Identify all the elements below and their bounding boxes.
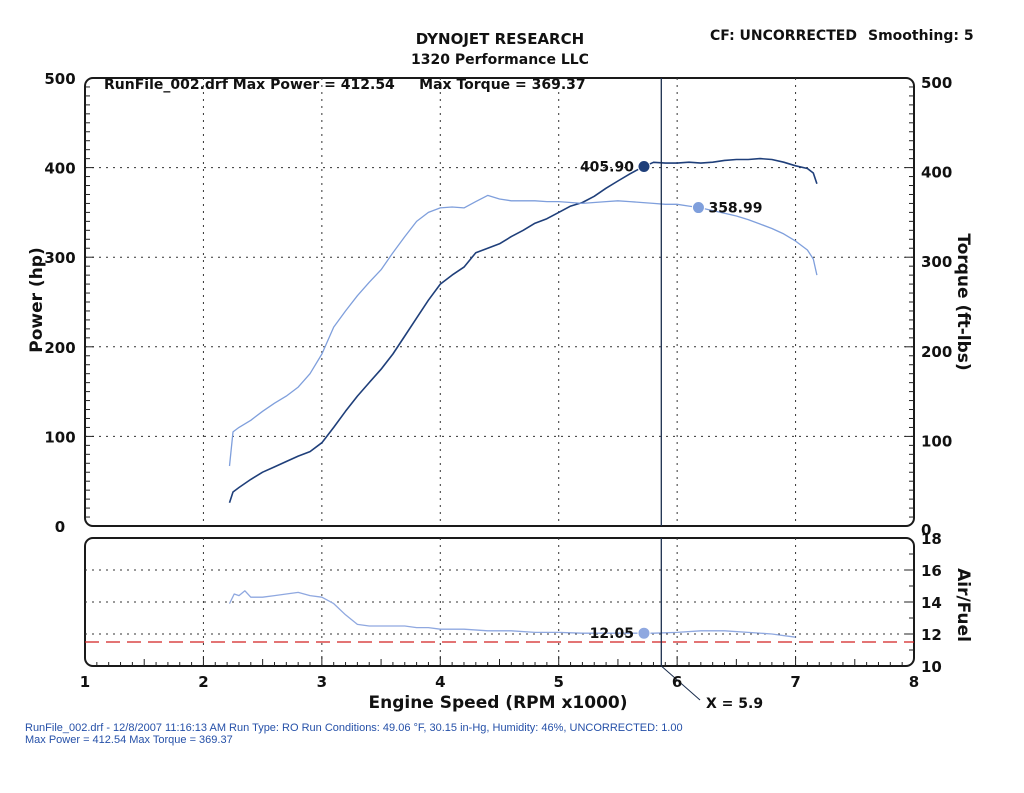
- power-axis-label: Power (hp): [27, 247, 47, 353]
- air-fuel-series: 12.05: [85, 590, 914, 643]
- power-torque-minor-ticks: [85, 86, 914, 518]
- power-torque-panel: RunFile_002.drf Max Power = 412.54 Max T…: [27, 70, 973, 539]
- power-marker-value: 405.90: [580, 160, 634, 176]
- rpm-axis-label: Engine Speed (RPM x1000): [368, 693, 627, 713]
- torque-tick-label: 300: [921, 253, 952, 271]
- power-y-tick-labels: 0 100 200 300 400 500: [44, 70, 75, 536]
- rpm-x-tick-labels: 1 2 3 4 5 6 7 8: [80, 673, 919, 691]
- cursor-leader-line: [660, 665, 701, 701]
- air-fuel-tick-label: 14: [921, 594, 942, 612]
- power-torque-frame: [84, 77, 915, 527]
- air-fuel-tick-label: 16: [921, 562, 942, 580]
- air-fuel-tick-label: 18: [921, 530, 942, 548]
- torque-tick-label: 200: [921, 343, 952, 361]
- footer-max-values: Max Power = 412.54 Max Torque = 369.37: [25, 734, 233, 746]
- rpm-tick-label: 7: [790, 673, 800, 691]
- cf-label: CF: UNCORRECTED: [710, 28, 857, 44]
- footer-run-info: RunFile_002.drf - 12/8/2007 11:16:13 AM …: [25, 722, 683, 734]
- torque-marker-point: [691, 201, 705, 215]
- power-series-line: [228, 157, 818, 503]
- power-tick-label: 200: [44, 339, 75, 357]
- air-fuel-tick-label: 12: [921, 626, 942, 644]
- rpm-tick-label: 3: [317, 673, 327, 691]
- cursor-marker: [660, 78, 701, 701]
- shop-subtitle: 1320 Performance LLC: [411, 52, 589, 68]
- air-fuel-series-line: [228, 590, 796, 638]
- rpm-tick-label: 1: [80, 673, 90, 691]
- air-fuel-minor-ticks: [96, 553, 914, 666]
- air-fuel-tick-label: 10: [921, 658, 942, 676]
- air-fuel-axis-label: Air/Fuel: [953, 568, 973, 642]
- smoothing-label: Smoothing: 5: [868, 28, 974, 44]
- cursor-readout: X = 5.9: [706, 696, 763, 712]
- air-fuel-panel: 12.05 10 12 14 16 18 Air/Fuel: [84, 530, 973, 676]
- power-torque-grid: [85, 78, 914, 526]
- power-tick-label: 400: [44, 160, 75, 178]
- torque-series-line: [228, 194, 818, 467]
- torque-tick-label: 500: [921, 74, 952, 92]
- power-tick-label: 500: [44, 70, 75, 88]
- power-tick-label: 0: [55, 518, 65, 536]
- torque-y-tick-labels: 0 100 200 300 400 500: [921, 74, 952, 539]
- torque-axis-label: Torque (ft-lbs): [953, 233, 973, 370]
- power-torque-series: 405.90 358.99: [228, 157, 818, 503]
- air-fuel-grid: [85, 538, 914, 666]
- torque-tick-label: 100: [921, 432, 952, 450]
- rpm-tick-label: 6: [672, 673, 682, 691]
- rpm-tick-label: 2: [198, 673, 208, 691]
- torque-marker-value: 358.99: [708, 201, 762, 217]
- rpm-tick-label: 8: [909, 673, 919, 691]
- torque-tick-label: 0: [921, 521, 931, 539]
- rpm-tick-label: 4: [435, 673, 445, 691]
- air-fuel-marker-point: [637, 626, 651, 640]
- air-fuel-marker-value: 12.05: [590, 626, 634, 642]
- torque-tick-label: 400: [921, 164, 952, 182]
- air-fuel-y-tick-labels: 10 12 14 16 18: [921, 530, 942, 676]
- power-tick-label: 300: [44, 249, 75, 267]
- power-marker-point: [637, 160, 651, 174]
- run-summary: RunFile_002.drf Max Power = 412.54 Max T…: [104, 77, 586, 93]
- power-tick-label: 100: [44, 428, 75, 446]
- rpm-tick-label: 5: [553, 673, 563, 691]
- company-title: DYNOJET RESEARCH: [416, 30, 584, 48]
